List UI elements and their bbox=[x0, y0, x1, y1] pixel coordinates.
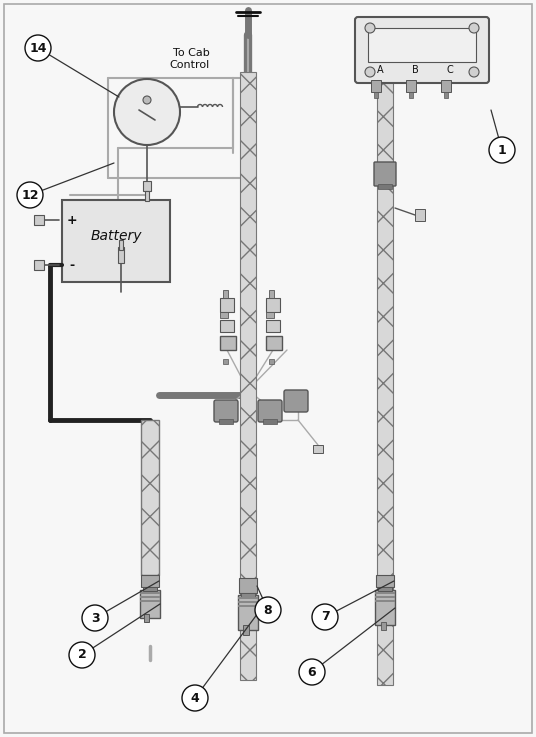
Text: A: A bbox=[377, 65, 383, 75]
Bar bbox=[378, 184, 392, 189]
FancyBboxPatch shape bbox=[214, 400, 238, 422]
Bar bbox=[62, 200, 170, 282]
Bar bbox=[266, 320, 280, 332]
Bar bbox=[140, 600, 160, 602]
Bar bbox=[238, 605, 258, 607]
Bar bbox=[220, 312, 228, 318]
Text: 1: 1 bbox=[497, 144, 507, 156]
Bar bbox=[371, 80, 381, 92]
Bar bbox=[313, 445, 323, 453]
FancyBboxPatch shape bbox=[284, 390, 308, 412]
Text: 6: 6 bbox=[308, 666, 316, 679]
Bar bbox=[119, 240, 123, 250]
Bar bbox=[444, 92, 448, 98]
Bar bbox=[374, 92, 378, 98]
Circle shape bbox=[489, 137, 515, 163]
Circle shape bbox=[114, 79, 180, 145]
Text: 8: 8 bbox=[264, 604, 272, 616]
FancyBboxPatch shape bbox=[377, 77, 393, 685]
Bar bbox=[406, 80, 416, 92]
Text: 12: 12 bbox=[21, 189, 39, 201]
Bar bbox=[140, 596, 160, 598]
Bar bbox=[415, 209, 425, 221]
Bar bbox=[140, 590, 160, 618]
Text: 4: 4 bbox=[191, 691, 199, 705]
Circle shape bbox=[82, 605, 108, 631]
Bar bbox=[243, 625, 249, 635]
Bar bbox=[378, 587, 392, 591]
Bar bbox=[266, 336, 282, 350]
Bar bbox=[34, 260, 44, 270]
Bar bbox=[269, 359, 274, 364]
Bar bbox=[266, 298, 280, 312]
Circle shape bbox=[17, 182, 43, 208]
Circle shape bbox=[469, 23, 479, 33]
Bar bbox=[238, 601, 258, 603]
Bar bbox=[220, 298, 234, 312]
Bar bbox=[375, 600, 395, 602]
Bar bbox=[220, 336, 236, 350]
Circle shape bbox=[312, 604, 338, 630]
Bar bbox=[140, 592, 160, 594]
FancyBboxPatch shape bbox=[258, 400, 282, 422]
Circle shape bbox=[25, 35, 51, 61]
Text: To Cab
Control: To Cab Control bbox=[170, 48, 210, 69]
Bar bbox=[238, 595, 258, 630]
Circle shape bbox=[299, 659, 325, 685]
Bar bbox=[376, 575, 394, 587]
Circle shape bbox=[143, 96, 151, 104]
Bar bbox=[381, 622, 386, 630]
Bar bbox=[223, 359, 228, 364]
Bar bbox=[239, 578, 257, 593]
Text: +: + bbox=[66, 214, 77, 226]
Bar bbox=[34, 215, 44, 225]
Text: 7: 7 bbox=[321, 610, 330, 624]
FancyBboxPatch shape bbox=[141, 420, 159, 575]
Bar bbox=[220, 320, 234, 332]
Bar bbox=[263, 419, 277, 424]
Bar bbox=[223, 290, 228, 298]
Circle shape bbox=[182, 685, 208, 711]
FancyBboxPatch shape bbox=[374, 162, 396, 186]
Bar bbox=[145, 191, 149, 201]
FancyBboxPatch shape bbox=[355, 17, 489, 83]
Bar bbox=[266, 312, 274, 318]
Bar bbox=[409, 92, 413, 98]
Bar bbox=[144, 614, 149, 622]
Circle shape bbox=[365, 67, 375, 77]
Circle shape bbox=[469, 67, 479, 77]
Bar bbox=[143, 587, 157, 591]
Text: Battery: Battery bbox=[90, 229, 142, 243]
Circle shape bbox=[69, 642, 95, 668]
Bar bbox=[441, 80, 451, 92]
Bar bbox=[368, 28, 476, 62]
Bar bbox=[238, 597, 258, 599]
Circle shape bbox=[365, 23, 375, 33]
Bar bbox=[375, 592, 395, 594]
Bar bbox=[141, 575, 159, 587]
Text: C: C bbox=[446, 65, 453, 75]
Text: B: B bbox=[412, 65, 419, 75]
Bar bbox=[269, 290, 274, 298]
Bar bbox=[143, 181, 151, 191]
Bar bbox=[375, 596, 395, 598]
Circle shape bbox=[255, 597, 281, 623]
Text: 14: 14 bbox=[29, 41, 47, 55]
Text: 2: 2 bbox=[78, 649, 86, 662]
Bar bbox=[118, 247, 124, 263]
Bar bbox=[219, 419, 233, 424]
Text: -: - bbox=[70, 259, 75, 271]
Bar bbox=[241, 593, 255, 597]
Text: 3: 3 bbox=[91, 612, 99, 624]
FancyBboxPatch shape bbox=[240, 72, 256, 680]
Bar bbox=[375, 590, 395, 625]
